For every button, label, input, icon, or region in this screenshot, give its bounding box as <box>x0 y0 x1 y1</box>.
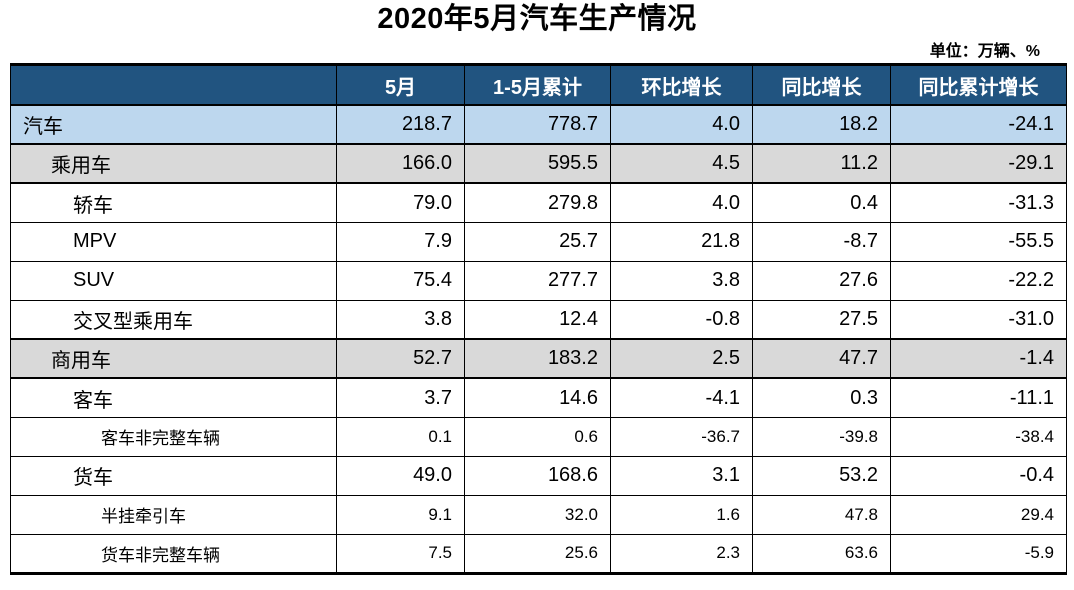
cell-value: 27.6 <box>752 260 891 301</box>
cell-value: -22.2 <box>890 260 1067 301</box>
row-label: 轿车 <box>10 182 337 223</box>
cell-value: 2.5 <box>610 338 753 380</box>
header-cell-category <box>10 62 337 107</box>
cell-value: 3.7 <box>336 377 465 418</box>
table-row-bus: 客车 3.7 14.6 -4.1 0.3 -11.1 <box>10 377 1067 418</box>
cell-value: 3.8 <box>336 299 465 340</box>
cell-value: -4.1 <box>610 377 753 418</box>
table-row-truck: 货车 49.0 168.6 3.1 53.2 -0.4 <box>10 455 1067 496</box>
page-title: 2020年5月汽车生产情况 <box>377 3 697 35</box>
cell-value: -38.4 <box>890 416 1067 457</box>
header-row: 5月 1-5月累计 环比增长 同比增长 同比累计增长 <box>10 62 1067 107</box>
cell-value: 166.0 <box>336 143 465 185</box>
row-label: 商用车 <box>10 338 337 380</box>
cell-value: 75.4 <box>336 260 465 301</box>
row-label: 半挂牵引车 <box>10 494 337 535</box>
cell-value: -11.1 <box>890 377 1067 418</box>
cell-value: 7.5 <box>336 533 465 575</box>
header-cell-may: 5月 <box>336 62 465 107</box>
table-row-bus-incomplete: 客车非完整车辆 0.1 0.6 -36.7 -39.8 -38.4 <box>10 416 1067 457</box>
cell-value: 25.7 <box>464 221 611 262</box>
cell-value: 3.1 <box>610 455 753 496</box>
cell-value: 47.7 <box>752 338 891 380</box>
row-label: 交叉型乘用车 <box>10 299 337 340</box>
table-row-suv: SUV 75.4 277.7 3.8 27.6 -22.2 <box>10 260 1067 301</box>
cell-value: 32.0 <box>464 494 611 535</box>
cell-value: 3.8 <box>610 260 753 301</box>
cell-value: -31.3 <box>890 182 1067 223</box>
cell-value: 27.5 <box>752 299 891 340</box>
cell-value: -31.0 <box>890 299 1067 340</box>
cell-value: -39.8 <box>752 416 891 457</box>
cell-value: -29.1 <box>890 143 1067 185</box>
cell-value: 29.4 <box>890 494 1067 535</box>
cell-value: 21.8 <box>610 221 753 262</box>
cell-value: 11.2 <box>752 143 891 185</box>
table-row-passenger: 乘用车 166.0 595.5 4.5 11.2 -29.1 <box>10 143 1067 185</box>
cell-value: 0.1 <box>336 416 465 457</box>
cell-value: 0.4 <box>752 182 891 223</box>
table-row-total: 汽车 218.7 778.7 4.0 18.2 -24.1 <box>10 104 1067 146</box>
cell-value: -55.5 <box>890 221 1067 262</box>
table-row-commercial: 商用车 52.7 183.2 2.5 47.7 -1.4 <box>10 338 1067 380</box>
cell-value: -24.1 <box>890 104 1067 146</box>
cell-value: 595.5 <box>464 143 611 185</box>
cell-value: 0.6 <box>464 416 611 457</box>
cell-value: 279.8 <box>464 182 611 223</box>
cell-value: 277.7 <box>464 260 611 301</box>
cell-value: 47.8 <box>752 494 891 535</box>
cell-value: -0.4 <box>890 455 1067 496</box>
cell-value: 12.4 <box>464 299 611 340</box>
cell-value: 4.0 <box>610 104 753 146</box>
cell-value: -36.7 <box>610 416 753 457</box>
cell-value: 4.0 <box>610 182 753 223</box>
cell-value: -8.7 <box>752 221 891 262</box>
row-label: 客车 <box>10 377 337 418</box>
row-label: SUV <box>10 260 337 301</box>
unit-label: 单位：万辆、% <box>929 42 1040 60</box>
cell-value: 53.2 <box>752 455 891 496</box>
unit-row: 单位：万辆、% <box>0 37 1074 60</box>
cell-value: -0.8 <box>610 299 753 340</box>
table-row-sedan: 轿车 79.0 279.8 4.0 0.4 -31.3 <box>10 182 1067 223</box>
cell-value: 0.3 <box>752 377 891 418</box>
row-label: 汽车 <box>10 104 337 146</box>
cell-value: 25.6 <box>464 533 611 575</box>
cell-value: 218.7 <box>336 104 465 146</box>
cell-value: 7.9 <box>336 221 465 262</box>
cell-value: -5.9 <box>890 533 1067 575</box>
cell-value: 63.6 <box>752 533 891 575</box>
table-row-semi-trailer: 半挂牵引车 9.1 32.0 1.6 47.8 29.4 <box>10 494 1067 535</box>
table-row-crossover: 交叉型乘用车 3.8 12.4 -0.8 27.5 -31.0 <box>10 299 1067 340</box>
row-label: MPV <box>10 221 337 262</box>
row-label: 货车 <box>10 455 337 496</box>
row-label: 货车非完整车辆 <box>10 533 337 575</box>
cell-value: 1.6 <box>610 494 753 535</box>
row-label: 乘用车 <box>10 143 337 185</box>
cell-value: 18.2 <box>752 104 891 146</box>
header-cell-yoy-growth: 同比增长 <box>752 62 891 107</box>
cell-value: 49.0 <box>336 455 465 496</box>
cell-value: -1.4 <box>890 338 1067 380</box>
cell-value: 4.5 <box>610 143 753 185</box>
header-cell-cumulative: 1-5月累计 <box>464 62 611 107</box>
cell-value: 79.0 <box>336 182 465 223</box>
table-row-truck-incomplete: 货车非完整车辆 7.5 25.6 2.3 63.6 -5.9 <box>10 533 1067 575</box>
table-row-mpv: MPV 7.9 25.7 21.8 -8.7 -55.5 <box>10 221 1067 262</box>
cell-value: 52.7 <box>336 338 465 380</box>
header-cell-mom-growth: 环比增长 <box>610 62 753 107</box>
production-table: 5月 1-5月累计 环比增长 同比增长 同比累计增长 汽车 218.7 778.… <box>10 62 1067 575</box>
cell-value: 2.3 <box>610 533 753 575</box>
cell-value: 14.6 <box>464 377 611 418</box>
header-cell-yoy-cumulative-growth: 同比累计增长 <box>890 62 1067 107</box>
table-header: 5月 1-5月累计 环比增长 同比增长 同比累计增长 <box>10 62 1067 107</box>
cell-value: 9.1 <box>336 494 465 535</box>
cell-value: 183.2 <box>464 338 611 380</box>
cell-value: 778.7 <box>464 104 611 146</box>
cell-value: 168.6 <box>464 455 611 496</box>
row-label: 客车非完整车辆 <box>10 416 337 457</box>
